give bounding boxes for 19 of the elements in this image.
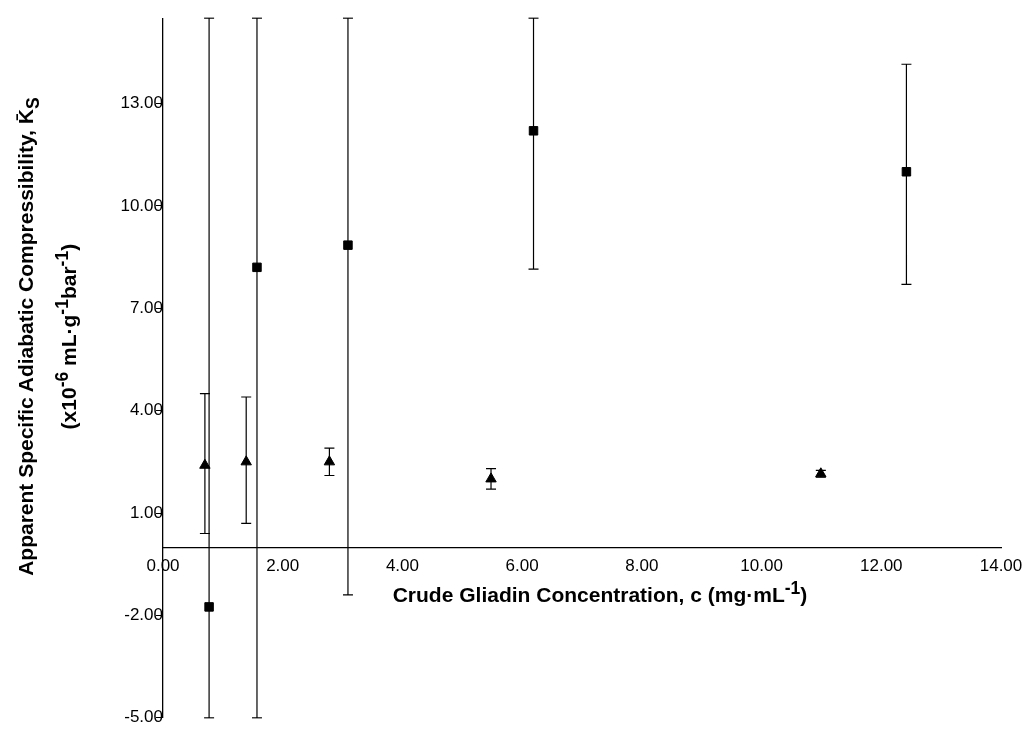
x-tick-label: 6.00 bbox=[505, 556, 539, 576]
y-tick-label: 7.00 bbox=[129, 297, 163, 317]
x-tick-label: 12.00 bbox=[860, 556, 903, 576]
x-tick-label: 8.00 bbox=[625, 556, 659, 576]
x-tick-label: 4.00 bbox=[385, 556, 419, 576]
x-tick-label: 2.00 bbox=[266, 556, 300, 576]
point bbox=[343, 240, 353, 250]
point bbox=[901, 167, 912, 177]
point bbox=[252, 262, 262, 273]
point bbox=[528, 126, 539, 136]
y-tick-label: 13.00 bbox=[120, 93, 163, 113]
x-axis-title: Crude Gliadin Concentration, c (mg·mL$^{-1}$) bbox=[391, 578, 809, 607]
y-tick-label: 4.00 bbox=[129, 400, 163, 420]
y-tick-label: 10.00 bbox=[120, 195, 163, 215]
x-tick-label: 14.00 bbox=[979, 556, 1023, 576]
y-tick-label: 1.00 bbox=[129, 502, 163, 522]
y-tick-label: -2.00 bbox=[124, 605, 163, 625]
y-tick-label: -5.00 bbox=[124, 707, 163, 727]
x-tick-label: 10.00 bbox=[740, 556, 783, 576]
